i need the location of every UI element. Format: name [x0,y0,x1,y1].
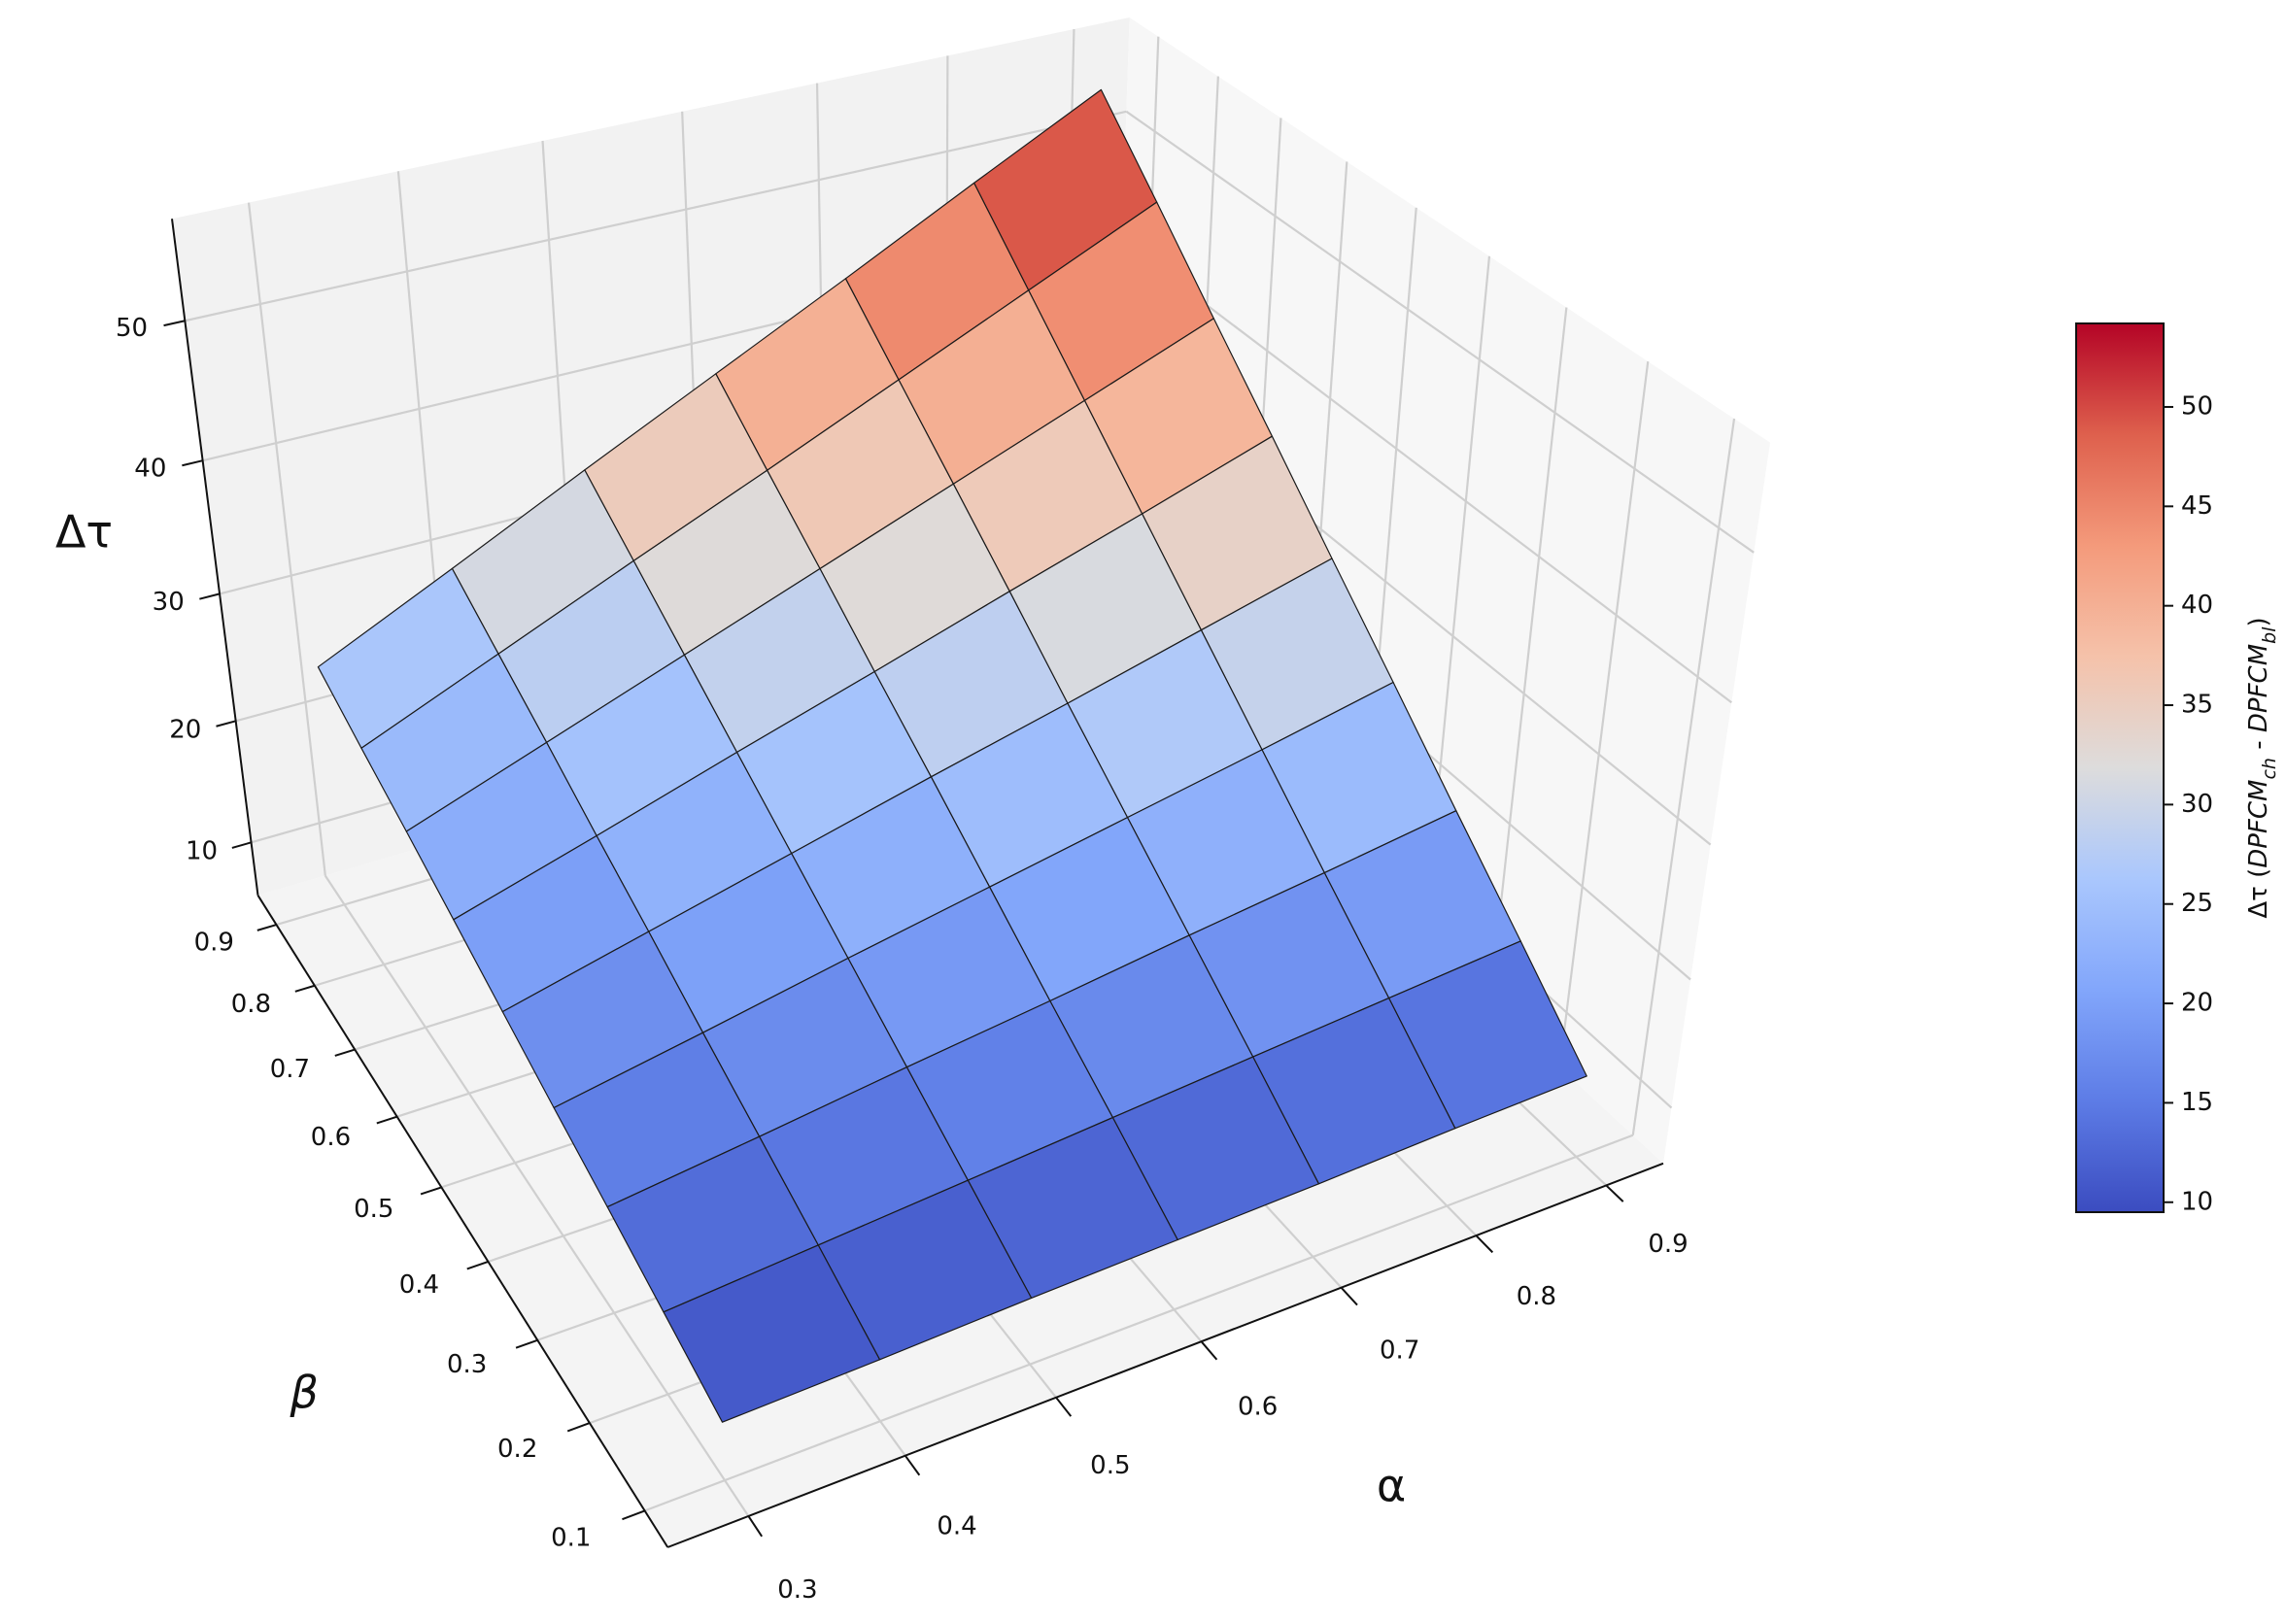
z-tick [199,592,221,600]
z-tick-label: 40 [134,455,166,484]
grid-line [1631,418,1736,1135]
colorbar-tick-label: 50 [2181,391,2213,421]
colorbar-tick-label: 40 [2181,591,2213,620]
y-tick [256,924,277,931]
colorbar-tick-label: 15 [2181,1088,2213,1117]
back-right-pane [1109,17,1770,1164]
y-tick [334,1048,356,1057]
z-tick-label: 50 [116,314,148,343]
grid-line [185,110,1127,322]
colorbar-label-part: - [2244,732,2273,758]
grid-line [1488,307,1568,1003]
z-tick-label: 20 [169,715,201,744]
colorbar-label-part: ch [2259,758,2280,780]
x-tick-label: 0.7 [1380,1336,1419,1366]
colorbar-label-part: DPFCM [2244,644,2273,732]
x-tick [1200,1340,1218,1361]
colorbar-label-part: Δτ ( [2244,868,2273,919]
x-axis-title: α [1377,1459,1406,1511]
grid-line [1558,360,1650,1067]
y-tick-label: 0.7 [270,1055,310,1084]
colorbar-tick-label: 10 [2181,1187,2213,1216]
colorbar-tick-label: 30 [2181,790,2213,819]
x-tick-label: 0.8 [1517,1282,1556,1311]
x-tick-label: 0.5 [1090,1451,1130,1480]
surface-face [663,1244,881,1423]
colorbar [2075,322,2165,1213]
x-tick [1340,1286,1358,1306]
x-tick-label: 0.4 [937,1512,976,1541]
colorbar-tick-label: 20 [2181,989,2213,1018]
colorbar-tick-label: 35 [2181,691,2213,720]
colorbar-label-part: ) [2244,617,2273,626]
y-tick-label: 0.6 [311,1123,351,1152]
colorbar-tick-label: 45 [2181,491,2213,521]
y-tick-label: 0.1 [551,1524,591,1553]
z-tick [216,720,236,727]
x-tick-label: 0.3 [777,1575,817,1605]
grid-line [644,1133,1634,1512]
y-tick-label: 0.3 [447,1350,487,1379]
y-tick [566,1422,591,1433]
y-tick-label: 0.8 [231,990,271,1019]
x-tick [1605,1184,1624,1202]
y-tick [294,984,316,993]
z-tick-label: 30 [153,588,185,617]
z-tick [163,320,186,327]
y-tick [466,1261,489,1270]
x-tick [1055,1397,1073,1417]
z-tick-label: 10 [186,837,218,866]
y-axis-title: β [290,1366,319,1418]
x-tick [904,1455,921,1476]
y-tick [622,1509,645,1521]
grid-line [247,202,326,876]
y-tick-label: 0.5 [354,1195,393,1224]
z-axis-line [171,219,259,896]
x-axis-line [666,1162,1664,1548]
x-tick [1475,1235,1494,1254]
grid-line [324,874,750,1517]
y-tick [376,1115,397,1125]
x-tick-label: 0.9 [1648,1230,1688,1259]
y-tick-label: 0.4 [399,1270,439,1300]
x-tick-label: 0.6 [1238,1393,1278,1422]
colorbar-label-part: bl [2259,626,2280,644]
y-tick-label: 0.2 [497,1435,537,1464]
grid-line [1125,110,1755,554]
z-axis-title: Δτ [55,505,113,558]
colorbar-label-part: DPFCM [2244,780,2273,868]
y-axis-line [256,895,669,1548]
colorbar-tick-label: 25 [2181,889,2213,918]
y-tick [420,1186,442,1196]
z-tick [182,459,203,467]
z-tick [231,841,252,849]
grid-line [1121,240,1732,704]
x-tick [747,1515,764,1538]
colorbar-label: Δτ (DPFCMch - DPFCMbl) [2244,617,2280,918]
y-tick-label: 0.9 [194,929,234,958]
y-tick [515,1338,538,1349]
